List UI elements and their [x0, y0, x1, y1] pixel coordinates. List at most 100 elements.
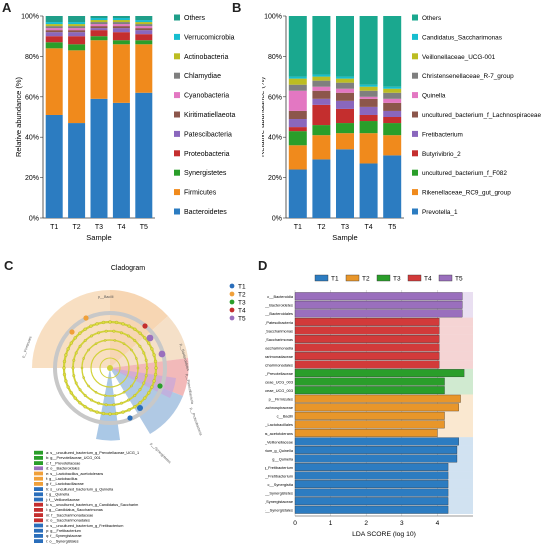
lda-bar [294, 420, 445, 429]
bar-segment [288, 119, 307, 128]
tree-node [64, 353, 68, 357]
legend-swatch [412, 208, 418, 215]
key-swatch [34, 450, 43, 455]
bar-segment [45, 16, 63, 23]
y-tick-label: 20% [25, 175, 39, 182]
tree-node [130, 384, 133, 388]
key-swatch [34, 523, 43, 528]
legend-swatch [314, 274, 329, 282]
bar-segment [135, 20, 153, 23]
lda-bar [294, 471, 449, 480]
legend-swatch [412, 72, 418, 79]
tree-node [127, 334, 130, 338]
tree-node [121, 322, 125, 326]
bar-label: s__uncultured_bacterium_g_Fretibacterium [265, 465, 293, 470]
y-axis-label: Relative abundance (%) [14, 76, 23, 157]
bar-segment [45, 32, 63, 37]
tree-node [83, 394, 87, 397]
bar-label: s__uncultured_bacterium_g_Candidatus_Sac… [265, 328, 293, 333]
lda-bar [294, 326, 440, 335]
legend-label: uncultured_bacterium_f_Lachnospiraceae [422, 112, 541, 119]
key-swatch [34, 482, 43, 486]
legend-label: Kiritimatiellaeota [184, 112, 235, 119]
tree-node [83, 339, 87, 342]
bar-segment [68, 24, 86, 27]
tree-node [62, 359, 67, 364]
bar-segment [336, 92, 354, 101]
bar-segment [68, 32, 86, 37]
key-swatch [34, 513, 43, 517]
bar-segment [288, 84, 307, 91]
bar-segment [68, 36, 86, 45]
lda-bar [294, 352, 440, 360]
bar-segment [383, 92, 402, 99]
tree-node [72, 374, 76, 378]
bar-segment [359, 16, 378, 85]
key-label: b: g__Prevotellaceae_UCG_001 [46, 456, 101, 460]
tree-node [95, 322, 99, 326]
key-swatch [34, 456, 43, 460]
legend-swatch [174, 33, 180, 40]
panel-label-a: A [2, 0, 12, 15]
bar-segment [312, 159, 331, 218]
legend-label: Verrucomicrobia [184, 34, 235, 41]
legend-swatch [174, 14, 180, 21]
lda-bar [294, 386, 445, 395]
key-swatch [34, 471, 43, 476]
bar-segment [288, 78, 307, 85]
lda-bar [294, 488, 449, 497]
bar-segment [359, 98, 378, 107]
lda-bar [294, 480, 449, 489]
tree-node [135, 376, 138, 379]
x-tick-label: T2 [73, 224, 81, 231]
tree-node [144, 358, 148, 362]
key-swatch [34, 487, 43, 491]
x-tick-label: 3 [400, 520, 404, 527]
bar-segment [112, 44, 130, 103]
bar-segment [312, 74, 331, 77]
tree-node [94, 342, 98, 346]
key-label: n: o__Saccharimonadales [46, 519, 90, 523]
bar-label: g__Candidatus_Saccharimonas [265, 337, 293, 342]
y-tick-label: 40% [268, 135, 282, 142]
bar-segment [359, 106, 378, 115]
legend-label: T5 [238, 316, 246, 323]
panel-label-b: B [232, 0, 242, 15]
bar-segment [383, 86, 402, 89]
tree-node [153, 359, 158, 364]
lda-bar [294, 411, 445, 420]
bar-segment [336, 88, 354, 93]
stacked-bar-chart-genus: 0% 20% 40% 60% 80% 100% T1 T2 T3 T4 T5 Sample Relati… [262, 14, 541, 243]
bar-segment [135, 22, 153, 25]
tree-node [154, 366, 158, 370]
bar-segment [359, 114, 378, 122]
bar-segment [112, 40, 130, 45]
tree-node [122, 342, 126, 346]
y-tick-label: 80% [25, 54, 39, 61]
y-tick-label: 60% [25, 94, 39, 101]
x-tick-label: T4 [365, 224, 373, 231]
bar-label: p__Patescibacteria [265, 320, 294, 325]
tree-node [138, 401, 142, 405]
tree-node [89, 408, 93, 412]
tree-node [130, 348, 133, 352]
key-label: q: f__Synergistaceae [46, 534, 82, 538]
bar-segment [312, 80, 331, 87]
bar-label: s__uncultured_bacterium_g_Prevotellaceae… [265, 388, 293, 393]
x-tick-label: 1 [329, 520, 333, 527]
tree-node [142, 381, 146, 385]
tree-node [83, 327, 87, 331]
bar-segment [90, 20, 108, 23]
legend-label: T5 [455, 276, 463, 283]
tree-node [119, 331, 123, 335]
bar-segment [135, 28, 153, 31]
bar-segment [45, 114, 63, 218]
legend-label: Bacteroidetes [184, 209, 227, 216]
tree-node [144, 374, 148, 378]
tree-node [145, 366, 149, 370]
tree-node [78, 388, 82, 392]
bar-segment [68, 16, 86, 23]
tree-node [114, 411, 119, 416]
key-swatch [34, 508, 43, 512]
bar-segment [90, 36, 108, 41]
